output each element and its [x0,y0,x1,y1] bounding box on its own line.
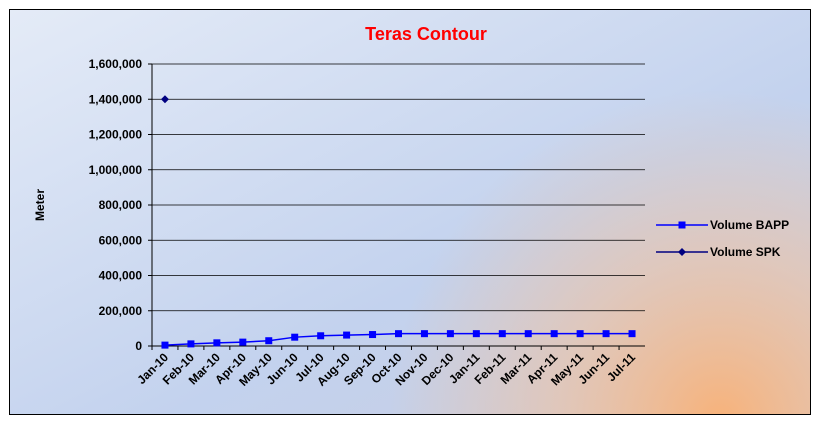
marker-square [628,330,636,338]
legend-label: Volume BAPP [710,218,789,232]
marker-square [343,331,351,339]
marker-square [317,332,325,340]
marker-diamond [160,95,169,104]
marker-square [576,330,584,338]
marker-square [395,330,402,338]
y-tick-label: 1,600,000 [89,57,143,71]
marker-square [550,330,558,338]
legend-label: Volume SPK [710,245,781,259]
marker-square [472,330,480,338]
chart-title: Teras Contour [365,24,487,44]
marker-square [291,333,299,341]
marker-square [161,341,169,349]
marker-square [187,340,195,348]
y-tick-label: 1,400,000 [89,92,143,106]
y-tick-label: 600,000 [99,233,143,247]
marker-square [446,330,454,338]
marker-square [602,330,610,338]
chart-glow [10,10,810,414]
y-tick-label: 1,000,000 [89,163,143,177]
y-tick-label: 400,000 [99,269,143,283]
y-tick-label: 1,200,000 [89,128,143,142]
marker-square [420,330,428,338]
marker-square [239,338,247,346]
y-tick-label: 800,000 [99,198,143,212]
marker-square [678,221,686,229]
y-tick-label: 0 [135,339,142,353]
y-tick-label: 200,000 [99,304,143,318]
y-axis-label: Meter [33,189,47,221]
marker-diamond [678,248,686,256]
marker-square [498,330,506,338]
marker-square [524,330,532,338]
marker-square [369,331,377,339]
marker-square [213,339,221,347]
marker-square [265,337,273,345]
